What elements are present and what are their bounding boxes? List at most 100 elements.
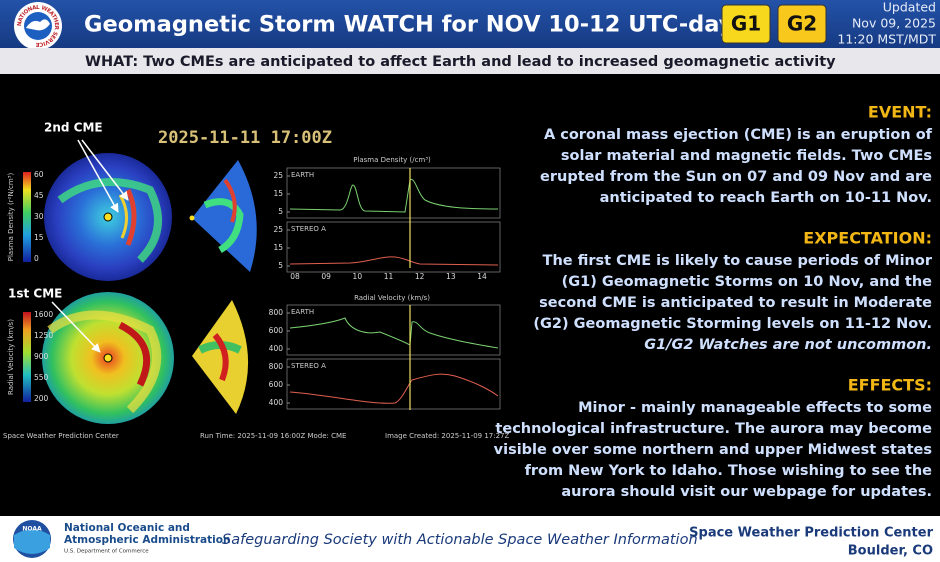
updated-date: Nov 09, 2025 [852,16,936,31]
section-line: second CME is anticipated to result in M… [539,295,932,311]
image-created: Image Created: 2025-11-09 17:27Z [385,432,510,440]
y-tick-label: 15 [273,189,283,198]
department: U.S. Department of Commerce [64,549,149,555]
image-run-time: Run Time: 2025-11-09 16:00Z Mode: CME [200,432,346,440]
annotation: 1st CME [8,287,62,301]
density-wedge-swirl [203,198,244,254]
x-tick-label: 10 [353,272,363,281]
colorbar-tick-label: 15 [34,233,44,242]
updated-label: Updated [883,0,936,15]
plot-title: Plasma Density (/cm³) [353,156,431,164]
title: Geomagnetic Storm WATCH for NOV 10-12 UT… [84,12,734,38]
plot-panel [286,358,501,410]
x-tick-label: 12 [415,272,425,281]
colorbar-tick-label: 1600 [34,310,53,319]
y-tick-label: 600 [269,326,284,335]
annotation-arrow [77,139,119,213]
sun [103,353,113,363]
section-line: aurora should visit our webpage for upda… [561,484,932,500]
colorbar-ticks: 1600 1250 900 550 200 [34,310,53,403]
nws-logo-cloud [26,19,50,31]
y-tick-label: 600 [269,380,284,389]
velocity-wedge-front [212,333,229,382]
sun [103,212,113,222]
model-timestamp: 2025-11-11 17:00Z [158,128,332,148]
section-line: The first CME is likely to cause periods… [543,253,933,269]
sections: EVENT: A coronal mass ejection (CME) is a… [494,103,933,501]
sun [189,215,195,221]
section-line: (G1) Geomagnetic Storms on 10 Nov, and t… [562,274,933,290]
section-heading: EFFECTS: [848,376,932,395]
y-tick-label: 400 [269,398,284,407]
y-tick-label: 400 [269,344,284,353]
center-location: Boulder, CO [848,544,933,559]
colorbar-label: Plasma Density (r²N/cm³) [7,172,15,261]
image-credit: Space Weather Prediction Center [3,432,119,440]
section-line: erupted from the Sun on 07 and 09 Nov an… [540,169,932,185]
center-name: Space Weather Prediction Center [689,526,933,541]
density-wedge-front [223,178,237,223]
section-line: A coronal mass ejection (CME) is an erup… [544,127,933,143]
plot-panel [286,304,501,356]
annotation-arrow [51,301,101,353]
x-tick-label: 09 [321,272,331,281]
colorbar-ticks: 60 45 30 15 0 [34,170,44,263]
panel-label: EARTH [291,171,314,179]
velocity-wedge [192,300,249,414]
section-heading: EXPECTATION: [803,229,932,248]
y-tick-label: 800 [269,308,284,317]
velocity-colorbar [23,312,31,402]
annotation: 2nd CME [44,121,103,135]
noaa-logo-wave [14,529,50,554]
y-tick-label: 800 [269,362,284,371]
section-line: solar material and magnetic fields. Two … [561,148,932,164]
x-tick-label: 14 [477,272,487,281]
velocity-front [118,321,151,387]
what-text: WHAT: Two CMEs are anticipated to affect… [85,54,836,70]
density-swirl [57,178,162,263]
what-band [0,48,940,74]
colorbar-tick-label: 60 [34,170,44,179]
panel-label: EARTH [291,308,314,316]
plot-panel [286,167,501,219]
section-line: anticipated to reach Earth on 10-11 Nov. [600,190,932,206]
section-line: from New York to Idaho. Those wishing to… [525,463,933,479]
noaa-logo-text: NOAA [22,526,42,533]
stereo-density-curve [289,256,499,266]
y-tick-label: 5 [278,207,283,216]
agency-name: National Oceanic and [64,522,190,534]
earth-velocity-curve [289,317,499,349]
velocity-swirl [47,310,162,414]
y-tick-label: 25 [273,171,283,180]
colorbar-tick-label: 0 [34,254,39,263]
earth-density-curve [289,179,499,213]
section-note: G1/G2 Watches are not uncommon. [644,337,932,353]
x-tick-label: 11 [384,272,394,281]
section-line: technological infrastructure. The aurora… [495,421,932,437]
section-line: (G2) Geomagnetic Storming levels on 11-1… [533,316,932,332]
colorbar-tick-label: 30 [34,212,44,221]
colorbar-label: Radial Velocity (km/s) [7,319,15,395]
section-heading: EVENT: [868,103,932,122]
density-wedge [192,160,257,272]
section-line: Minor - mainly manageable effects to som… [578,400,932,416]
colorbar-tick-label: 45 [34,191,44,200]
tagline: Safeguarding Society with Actionable Spa… [222,532,698,548]
colorbar-tick-label: 900 [34,352,49,361]
agency-name: Atmospheric Administration [64,534,230,546]
plots: EARTH 25 15 5 STEREO A 25 15 5 EARTH 800 600 400 STE… [269,167,501,410]
badge-g2 [777,4,827,44]
badge-label: G2 [787,12,817,36]
y-tick-label: 5 [278,261,283,270]
footer-band [0,516,940,562]
x-tick-label: 13 [446,272,456,281]
panel-label: STEREO A [291,225,326,233]
annotation-arrow [81,139,129,201]
badge-g1 [721,4,771,44]
section-line: visible over some northern and upper Mid… [494,442,932,458]
plot-panel [286,221,501,273]
panel-label: STEREO A [291,362,326,370]
stereo-velocity-curve [289,373,499,404]
density-colorbar [23,172,31,262]
